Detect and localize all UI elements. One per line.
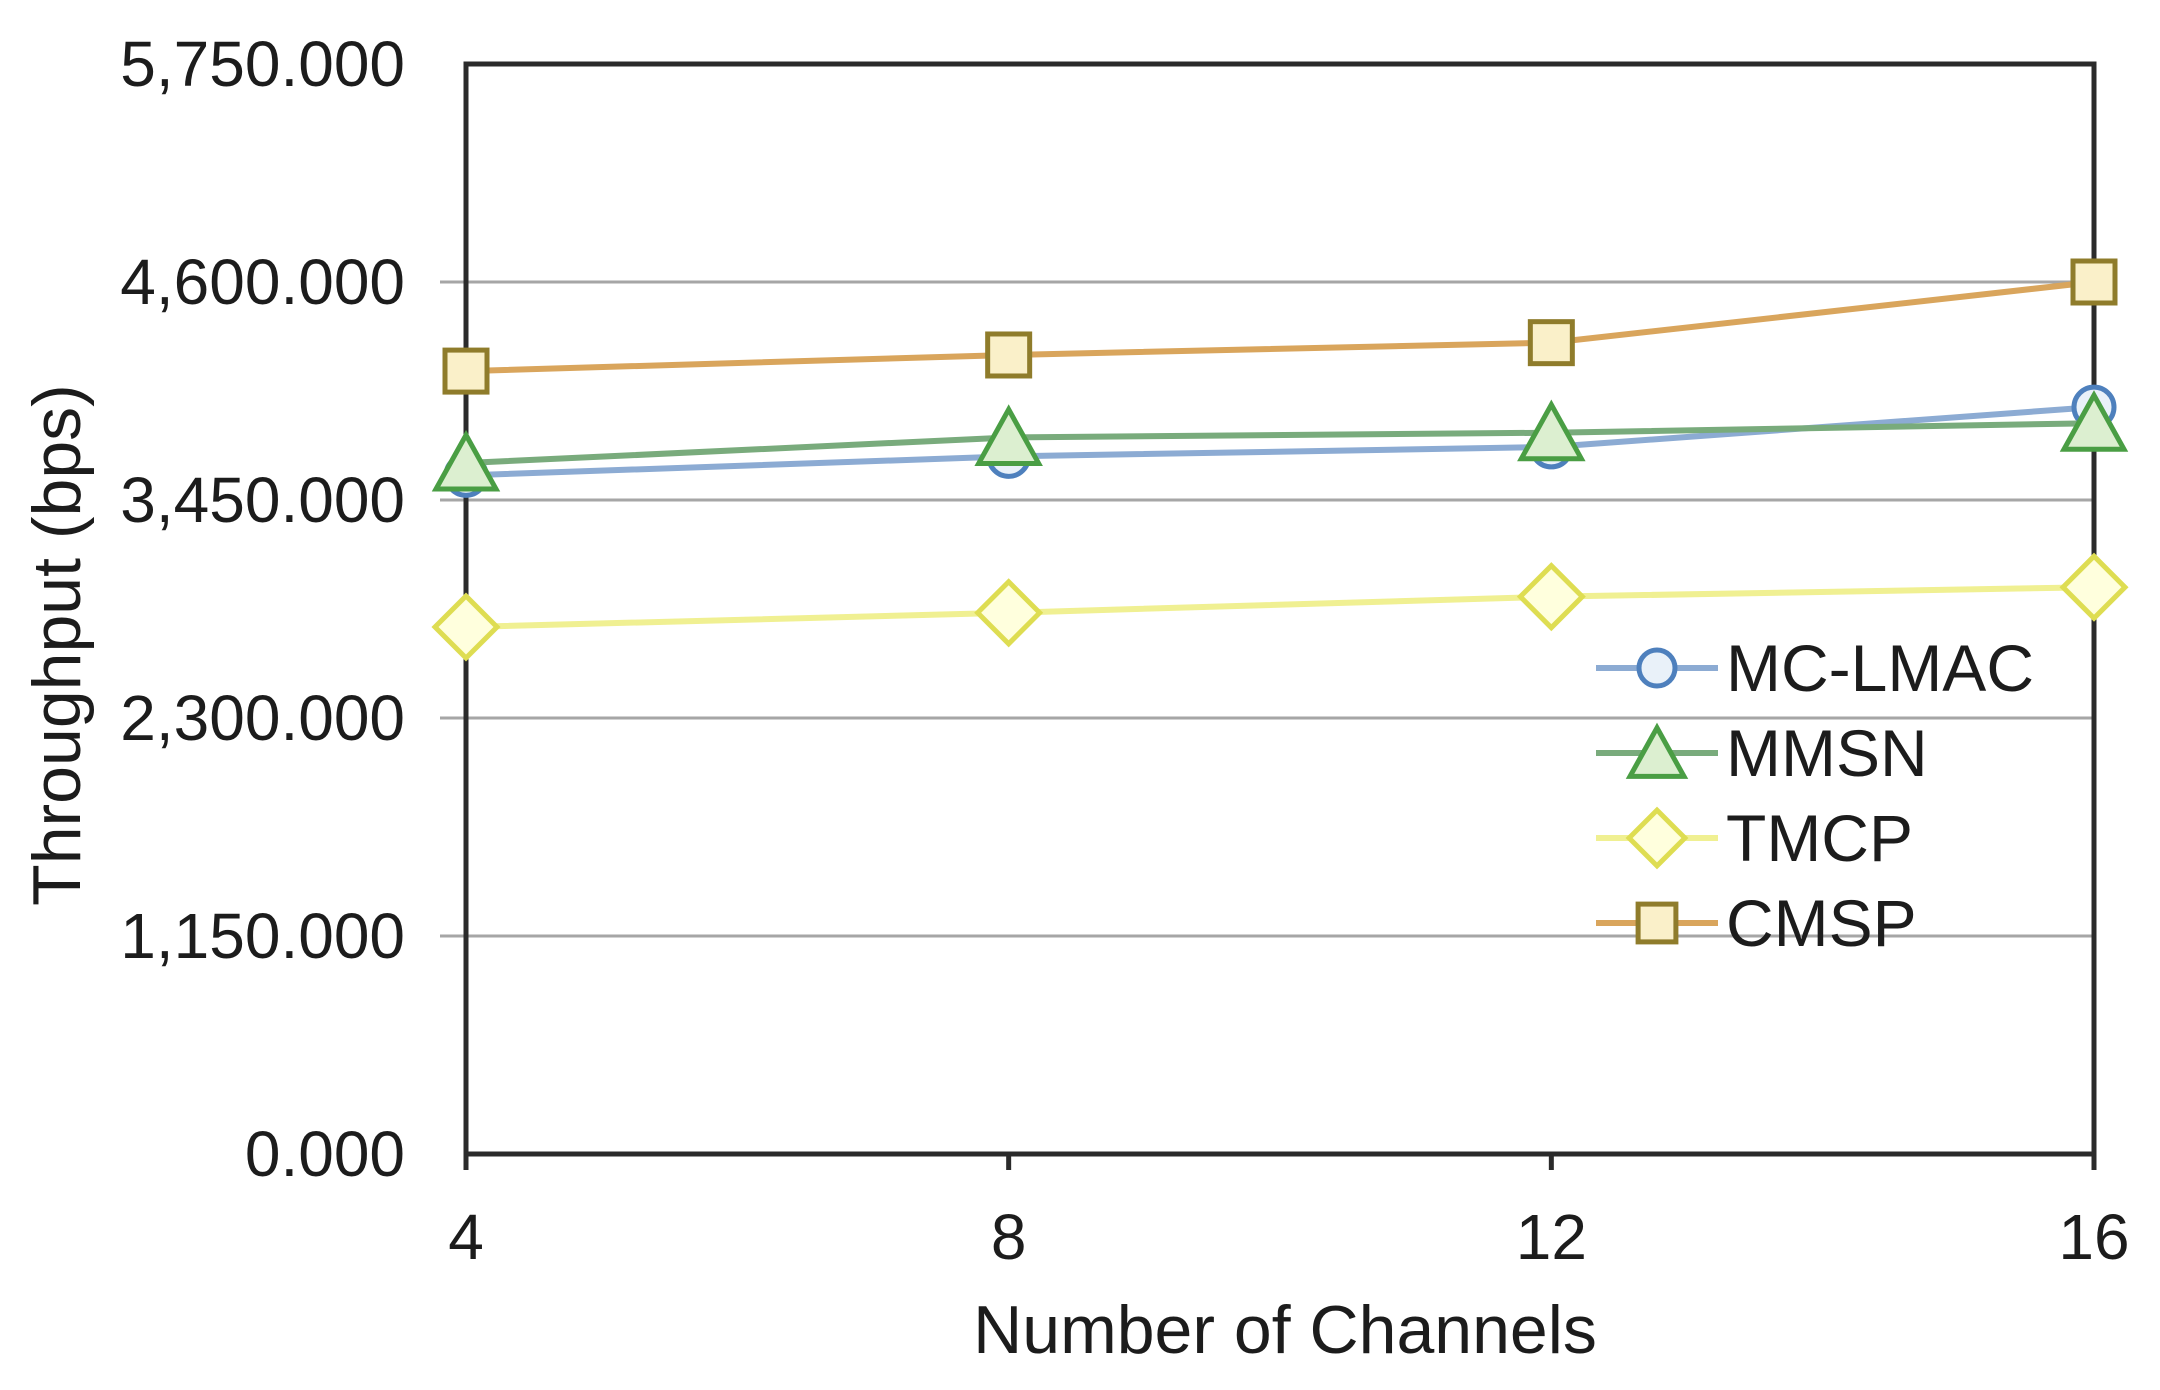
legend-label-CMSP: CMSP: [1726, 885, 1917, 960]
legend-item-TMCP: TMCP: [1592, 795, 2034, 880]
legend-glyph-MMSN: [1625, 722, 1689, 779]
y-tick-label-5750: 5,750.000: [120, 28, 405, 100]
series-MMSN: [431, 390, 2129, 492]
y-tick-label-3450: 3,450.000: [120, 464, 405, 536]
legend-label-MMSN: MMSN: [1726, 715, 1928, 790]
x-axis-title: Number of Channels: [973, 1292, 1597, 1368]
series-line-TMCP: [465, 584, 2095, 631]
series-marker-MMSN-16: [2059, 390, 2129, 452]
legend-glyph-CMSP: [1635, 901, 1679, 944]
series-marker-MMSN-12: [1517, 399, 1586, 462]
y-tick-label-4600: 4,600.000: [120, 246, 405, 318]
y-tick-label-1150: 1,150.000: [120, 900, 405, 972]
y-tick-label-2300: 2,300.000: [120, 682, 405, 754]
series-marker-CMSP-16: [2070, 258, 2118, 306]
legend-label-MC-LMAC: MC-LMAC: [1726, 630, 2034, 705]
legend-glyph-MC-LMAC: [1636, 647, 1678, 688]
x-tick-label-8: 8: [990, 1201, 1027, 1273]
series-marker-CMSP-12: [1527, 319, 1575, 367]
series-line-MC-LMAC: [465, 404, 2095, 479]
series-marker-TMCP-12: [1516, 562, 1586, 632]
series-TMCP: [431, 552, 2129, 662]
legend-marker-MC-LMAC: [1596, 647, 1718, 688]
legend-marker-CMSP: [1596, 901, 1718, 944]
legend-marker-TMCP: [1596, 806, 1718, 869]
legend-item-MMSN: MMSN: [1592, 710, 2034, 795]
x-tick-label-12: 12: [1515, 1201, 1587, 1273]
series-marker-TMCP-8: [974, 578, 1044, 648]
series-marker-TMCP-16: [2059, 552, 2129, 622]
series-marker-TMCP-4: [431, 592, 501, 662]
series-MC-LMAC: [443, 384, 2117, 498]
legend-marker-MMSN: [1596, 722, 1718, 779]
chart-legend: MC-LMAC MMSN TMCP CMSP: [1592, 625, 2034, 965]
series-marker-MMSN-8: [974, 404, 1043, 466]
series-CMSP: [442, 258, 2118, 395]
x-tick-label-16: 16: [2058, 1201, 2130, 1273]
series-marker-MMSN-4: [431, 429, 501, 492]
legend-label-TMCP: TMCP: [1726, 800, 1913, 875]
plot-border: [463, 61, 2097, 1157]
series-line-MMSN: [465, 420, 2095, 467]
y-axis-title: Throughput (bps): [19, 384, 95, 906]
series-marker-CMSP-4: [442, 347, 490, 395]
y-tick-label-0: 0.000: [244, 1118, 405, 1190]
series-marker-CMSP-8: [985, 331, 1033, 379]
legend-item-CMSP: CMSP: [1592, 880, 2034, 965]
x-tick-label-4: 4: [448, 1201, 484, 1273]
series-line-CMSP: [465, 279, 2095, 375]
legend-item-MC-LMAC: MC-LMAC: [1592, 625, 2034, 710]
legend-glyph-TMCP: [1625, 806, 1689, 869]
